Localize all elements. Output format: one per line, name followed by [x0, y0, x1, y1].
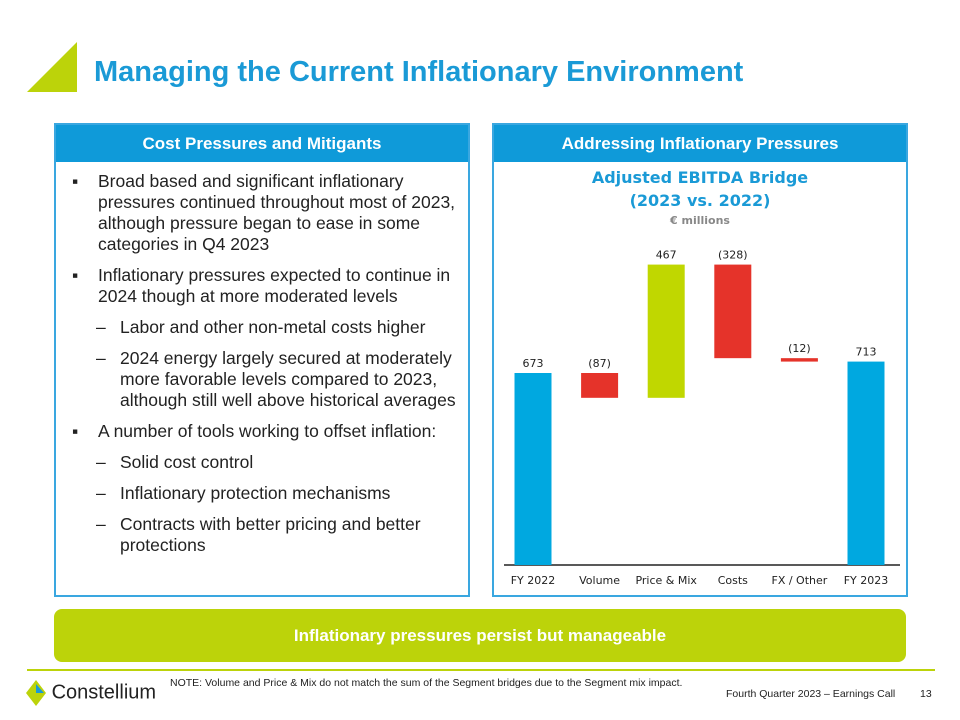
- panel-header: Cost Pressures and Mitigants: [56, 125, 468, 162]
- bullet-text: Solid cost control: [120, 452, 254, 472]
- bar-fx-other: [780, 358, 818, 362]
- category-label: Costs: [718, 574, 748, 587]
- bar-volume: [581, 373, 619, 398]
- bar-price-mix: [647, 264, 685, 398]
- bullet-item: – Solid cost control: [56, 452, 458, 473]
- bullet-item: – Contracts with better pricing and bette…: [56, 514, 458, 556]
- corner-triangle-icon: [27, 42, 77, 92]
- category-label: Price & Mix: [635, 574, 697, 587]
- event-label: Fourth Quarter 2023 – Earnings Call: [726, 688, 896, 700]
- bullet-text: Contracts with better pricing and better…: [120, 514, 421, 555]
- bullet-item: –2024 energy largely secured at moderate…: [56, 348, 458, 411]
- bullet-item: – Labor and other non-metal costs higher: [56, 317, 458, 338]
- footnote: NOTE: Volume and Price & Mix do not matc…: [170, 677, 683, 689]
- chart-title: Adjusted EBITDA Bridge: [592, 168, 808, 187]
- bullet-text: A number of tools working to offset infl…: [98, 421, 437, 441]
- data-label: (12): [788, 342, 811, 355]
- category-label: FY 2023: [844, 574, 889, 587]
- panel-header: Addressing Inflationary Pressures: [494, 125, 906, 162]
- bullet-text: Labor and other non-metal costs higher: [120, 317, 426, 337]
- category-label: Volume: [579, 574, 620, 587]
- bullet-text: Broad based and significant inflationary…: [98, 171, 456, 254]
- data-label: 673: [523, 357, 544, 370]
- logo-text: Constellium: [51, 681, 157, 704]
- bullet-item: ▪ A number of tools working to offset inf…: [56, 421, 458, 442]
- bullet-item: ▪ Inflationary pressures expected to cont…: [56, 265, 458, 307]
- bullet-marker: –: [96, 483, 106, 503]
- bullet-marker: –: [96, 514, 106, 534]
- data-label: 713: [856, 346, 877, 359]
- category-label: FY 2022: [511, 574, 556, 587]
- ebitda-bridge-chart: Adjusted EBITDA Bridge (2023 vs. 2022) € m…: [504, 168, 900, 587]
- cost-pressures-panel: Cost Pressures and Mitigants ▪ Broad base…: [54, 123, 470, 597]
- bar-fy-2022: [514, 373, 552, 565]
- inflation-chart-panel: Addressing Inflationary Pressures: [492, 123, 908, 597]
- category-label: FX / Other: [772, 574, 828, 587]
- footer-divider: [27, 669, 935, 671]
- bullet-text: Inflationary pressures expected to conti…: [98, 265, 451, 306]
- bullet-item: ▪ Broad based and significant inflationar…: [56, 171, 458, 255]
- bullet-marker: –: [96, 348, 106, 368]
- constellium-logo: Constellium: [26, 680, 156, 706]
- chart-unit: € millions: [669, 214, 730, 227]
- bullet-marker: ▪: [72, 265, 79, 285]
- bullet-marker: –: [96, 317, 106, 337]
- chart-subtitle: (2023 vs. 2022): [630, 191, 771, 210]
- page-number: 13: [920, 688, 932, 700]
- bullet-marker: ▪: [72, 421, 79, 441]
- bullet-text: 2024 energy largely secured at moderatel…: [120, 348, 456, 410]
- bullet-item: – Inflationary protection mechanisms: [56, 483, 458, 504]
- data-label: 467: [656, 249, 677, 262]
- data-label: (87): [588, 357, 611, 370]
- bar-costs: [714, 264, 752, 359]
- bullet-marker: ▪: [72, 171, 79, 191]
- bullet-text: Inflationary protection mechanisms: [120, 483, 391, 503]
- logo-icon: [26, 680, 46, 706]
- summary-banner: Inflationary pressures persist but manag…: [54, 609, 906, 662]
- page-title: Managing the Current Inflationary Enviro…: [94, 56, 744, 88]
- bar-fy-2023: [847, 361, 885, 565]
- data-label: (328): [718, 249, 748, 262]
- bullet-marker: –: [96, 452, 106, 472]
